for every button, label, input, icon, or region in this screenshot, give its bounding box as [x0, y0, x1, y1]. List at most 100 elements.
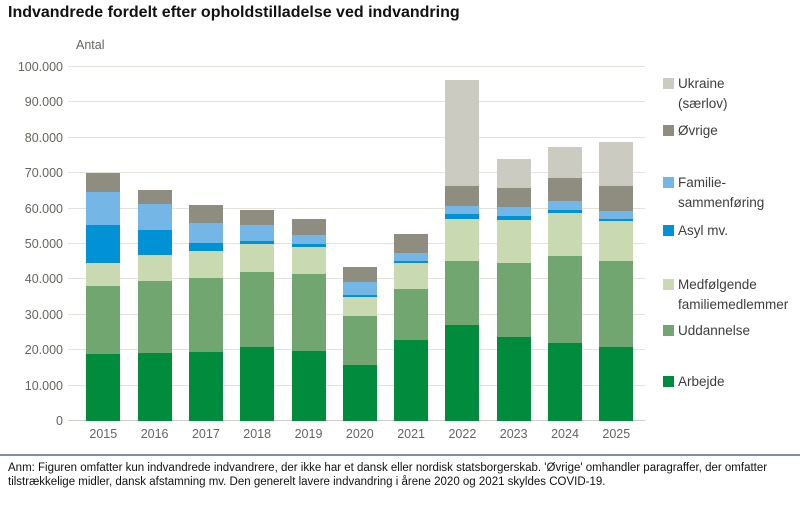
- bar-segment: [445, 80, 480, 187]
- bar-segment: [240, 271, 275, 348]
- x-tick-label: 2015: [89, 427, 118, 441]
- bar-segment: [548, 200, 582, 211]
- bar-segment: [548, 342, 582, 421]
- bar-segment: [86, 173, 121, 192]
- legend-label: Arbejde: [678, 374, 725, 389]
- x-tick-label: 2022: [448, 427, 477, 441]
- stacked-bar-2023: [496, 159, 531, 421]
- bar-segment: [137, 204, 172, 230]
- y-gridline: [68, 207, 645, 209]
- bar-segment: [86, 286, 121, 354]
- bar-segment: [496, 159, 531, 189]
- stacked-bar-2021: [394, 233, 429, 421]
- y-gridline: [68, 66, 645, 67]
- y-tick-label: 10.000: [24, 378, 63, 393]
- bar-segment: [291, 243, 326, 248]
- bar-segment: [496, 188, 531, 208]
- x-tick-label: 2025: [602, 427, 631, 441]
- legend-item: Ukraine (særlov): [663, 74, 728, 114]
- y-axis: 0 10.000 20.000 30.000 40.000 50.000 60.000 70.…: [0, 60, 63, 428]
- footnote-separator: [0, 454, 800, 456]
- bar-segment: [342, 365, 377, 421]
- bar-segment: [137, 254, 172, 281]
- bar-segment: [548, 210, 582, 213]
- bar-segment: [291, 218, 326, 236]
- stacked-bar-2025: [599, 141, 634, 421]
- y-tick-label: 90.000: [24, 95, 63, 110]
- y-tick-label: 60.000: [24, 201, 63, 216]
- y-gridline: [68, 243, 645, 244]
- y-tick-label: 30.000: [24, 307, 63, 322]
- bar-segment: [394, 252, 429, 262]
- y-gridline: [68, 172, 645, 174]
- bar-segment: [445, 325, 480, 421]
- legend-item: Asyl mv.: [663, 221, 728, 241]
- bar-segment: [137, 189, 172, 205]
- bar-segment: [548, 212, 582, 257]
- x-tick-label: 2024: [551, 427, 579, 441]
- y-tick-label: 40.000: [24, 272, 63, 287]
- bar-segment: [394, 339, 429, 421]
- bar-segment: [445, 213, 480, 220]
- legend-item: Medfølgende familiemedlemmer: [663, 275, 788, 315]
- y-axis-unit-label: Antal: [76, 38, 105, 52]
- bar-segment: [394, 263, 429, 290]
- legend-label: Asyl mv.: [678, 223, 728, 238]
- legend-swatch: [663, 125, 674, 136]
- bar-segment: [188, 278, 223, 352]
- stacked-bar-2022: [445, 80, 480, 421]
- legend-label: Uddannelse: [678, 323, 751, 338]
- bar-segment: [496, 216, 531, 220]
- bar-segment: [240, 240, 275, 245]
- footnote: Anm: Figuren omfatter kun indvandrede in…: [8, 462, 768, 488]
- bar-segment: [240, 347, 275, 421]
- legend-label: Familie-sammenføring: [678, 175, 765, 210]
- bar-segment: [86, 224, 121, 264]
- bar-segment: [599, 210, 634, 220]
- legend-swatch: [663, 78, 674, 89]
- bar-segment: [496, 207, 531, 217]
- legend-label: Ukraine (særlov): [678, 76, 728, 111]
- bar-segment: [86, 263, 121, 287]
- legend-item: Øvrige: [663, 121, 718, 141]
- legend-item: Uddannelse: [663, 321, 750, 341]
- bar-segment: [342, 281, 377, 295]
- bar-segment: [240, 225, 275, 241]
- bar-segment: [548, 147, 582, 178]
- bar-segment: [394, 233, 429, 253]
- bar-segment: [188, 250, 223, 278]
- bar-segment: [445, 219, 480, 262]
- bar-segment: [599, 221, 634, 261]
- stacked-bar-2017: [188, 204, 223, 421]
- bar-segment: [548, 256, 582, 343]
- x-tick-label: 2021: [397, 427, 425, 441]
- y-tick-label: 80.000: [24, 130, 63, 145]
- bar-segment: [599, 219, 634, 222]
- bar-segment: [445, 186, 480, 206]
- bar-segment: [188, 222, 223, 243]
- y-tick-label: 100.000: [17, 60, 63, 74]
- stacked-bar-2016: [137, 189, 172, 421]
- bar-segment: [599, 141, 634, 187]
- bar-segment: [137, 229, 172, 255]
- bar-segment: [496, 219, 531, 263]
- legend-item: Arbejde: [663, 372, 725, 392]
- legend-swatch: [663, 325, 674, 336]
- bar-segment: [445, 205, 480, 214]
- x-tick-label: 2019: [294, 427, 323, 441]
- bar-segment: [86, 192, 121, 225]
- legend-swatch: [663, 376, 674, 387]
- bar-segment: [240, 244, 275, 272]
- bar-segment: [342, 315, 377, 366]
- y-gridline: [68, 136, 645, 138]
- y-tick-label: 20.000: [24, 343, 63, 358]
- legend-label: Øvrige: [678, 123, 718, 138]
- bar-segment: [291, 350, 326, 421]
- bar-segment: [137, 353, 172, 421]
- y-gridline: [68, 101, 645, 103]
- stacked-bar-2020: [342, 267, 377, 421]
- stacked-bar-2018: [240, 209, 275, 421]
- bar-segment: [188, 204, 223, 223]
- bar-segment: [342, 294, 377, 298]
